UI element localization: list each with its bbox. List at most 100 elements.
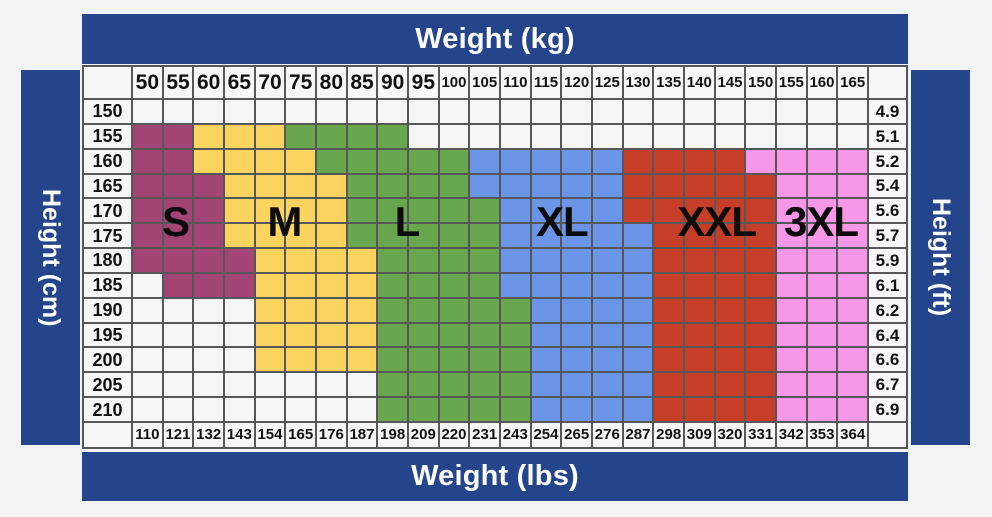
kg-header-cell: 155 [776, 67, 808, 100]
grid-cell-xl [592, 224, 624, 250]
grid-cell-xxl [684, 273, 716, 299]
grid-cell-m [255, 348, 287, 374]
grid-cell-m [255, 174, 287, 200]
kg-header-cell: 160 [807, 67, 839, 100]
grid-cell-xxl [654, 398, 685, 423]
kg-header-cell: 165 [838, 67, 869, 100]
grid-cell-3xl [776, 348, 808, 374]
lbs-value-cell: 231 [470, 422, 501, 449]
grid-cell-empty [408, 124, 440, 150]
grid-cell-m [316, 323, 348, 349]
grid-cell-s [163, 273, 195, 299]
grid-cell-empty [623, 124, 655, 150]
grid-cell-xl [562, 373, 593, 399]
grid-cell-l [378, 273, 409, 299]
grid-cell-l [378, 398, 409, 423]
grid-cell-m [286, 273, 317, 299]
grid-cell-empty [654, 124, 685, 150]
grid-cell-xl [592, 249, 624, 274]
grid-cell-empty [592, 100, 624, 125]
lbs-value-cell: 110 [133, 422, 164, 449]
grid-cell-empty [439, 100, 471, 125]
grid-cell-xxl [654, 149, 685, 175]
grid-cell-xxl [746, 373, 777, 399]
grid-cell-xl [623, 298, 655, 324]
grid-cell-l [500, 398, 532, 423]
grid-cell-empty [408, 100, 440, 125]
grid-cell-xxl [715, 298, 747, 324]
lbs-value-cell: 287 [623, 422, 655, 449]
cm-value-cell: 165 [84, 174, 133, 200]
lbs-value-cell: 176 [316, 422, 348, 449]
grid-cell-xl [592, 273, 624, 299]
grid-cell-3xl [807, 149, 839, 175]
grid-cell-m [255, 124, 287, 150]
kg-header-cell: 60 [194, 67, 225, 100]
cm-value-cell: 170 [84, 199, 133, 225]
grid-cell-l [316, 124, 348, 150]
kg-header-cell: 70 [255, 67, 287, 100]
grid-cell-xxl [746, 174, 777, 200]
lbs-value-cell: 276 [592, 422, 624, 449]
grid-cell-xl [531, 348, 563, 374]
grid-cell-xl [623, 373, 655, 399]
height-cm-banner: Height (cm) [21, 70, 80, 445]
grid-cell-l [439, 298, 471, 324]
grid-cell-s [133, 124, 164, 150]
kg-header-cell: 65 [224, 67, 256, 100]
grid-cell-xl [562, 323, 593, 349]
grid-cell-empty [776, 100, 808, 125]
grid-cell-xl [592, 323, 624, 349]
grid-cell-empty [286, 398, 317, 423]
grid-cell-m [316, 348, 348, 374]
size-grid: 50 55 60 65 70 75 80 85 90 95 100 105 110 115 120 125 13… [82, 65, 908, 449]
grid-cell-m [316, 249, 348, 274]
grid-cell-xl [623, 398, 655, 423]
lbs-value-cell: 320 [715, 422, 747, 449]
grid-cell-m [347, 348, 379, 374]
grid-cell-empty [194, 398, 225, 423]
grid-cell-xl [562, 398, 593, 423]
grid-cell-xxl [684, 149, 716, 175]
grid-cell-l [470, 348, 501, 374]
grid-cell-m [286, 224, 317, 250]
grid-cell-l [408, 373, 440, 399]
grid-cell-xl [623, 273, 655, 299]
grid-cell-empty [347, 100, 379, 125]
grid-cell-m [347, 249, 379, 274]
grid-cell-l [439, 224, 471, 250]
grid-cell-xl [562, 273, 593, 299]
lbs-value-cell: 342 [776, 422, 808, 449]
grid-cell-xxl [684, 199, 716, 225]
cm-value-cell: 175 [84, 224, 133, 250]
grid-cell-l [470, 249, 501, 274]
grid-cell-xxl [684, 348, 716, 374]
grid-cell-xxl [715, 373, 747, 399]
grid-cell-l [470, 199, 501, 225]
grid-cell-xxl [623, 174, 655, 200]
grid-cell-xl [562, 348, 593, 374]
grid-cell-l [408, 398, 440, 423]
grid-cell-l [378, 249, 409, 274]
grid-cell-xxl [715, 348, 747, 374]
grid-cell-xl [500, 249, 532, 274]
grid-cell-l [286, 124, 317, 150]
grid-cell-xxl [684, 373, 716, 399]
ft-value-cell: 6.9 [868, 398, 908, 423]
grid-cell-xl [562, 174, 593, 200]
grid-cell-xl [500, 224, 532, 250]
grid-cell-l [378, 149, 409, 175]
lbs-value-cell: 243 [500, 422, 532, 449]
ft-value-cell: 6.7 [868, 373, 908, 399]
grid-cell-empty [470, 124, 501, 150]
grid-cell-empty [500, 124, 532, 150]
lbs-value-cell: 154 [255, 422, 287, 449]
grid-cell-empty [133, 398, 164, 423]
grid-cell-3xl [776, 398, 808, 423]
kg-header-cell: 115 [531, 67, 563, 100]
grid-cell-3xl [807, 298, 839, 324]
grid-cell-3xl [776, 373, 808, 399]
grid-cell-l [408, 224, 440, 250]
grid-cell-empty [133, 298, 164, 324]
grid-cell-l [439, 149, 471, 175]
